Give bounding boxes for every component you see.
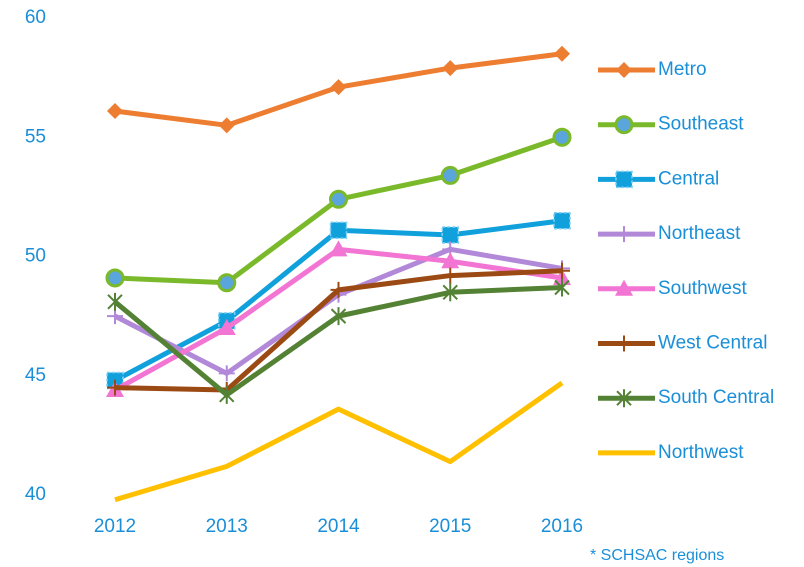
- marker: [330, 79, 347, 96]
- marker: [442, 60, 459, 77]
- marker: [442, 283, 458, 302]
- marker: [615, 279, 633, 296]
- marker: [329, 189, 348, 209]
- marker: [615, 170, 633, 189]
- legend-label: Northeast: [658, 223, 741, 244]
- legend-label: Metro: [658, 59, 707, 80]
- legend-label: Southwest: [658, 278, 747, 299]
- marker: [441, 226, 459, 244]
- marker: [554, 262, 570, 279]
- marker: [329, 221, 348, 240]
- marker: [107, 292, 123, 311]
- series-line: [113, 285, 563, 398]
- legend-label: Central: [658, 168, 719, 189]
- y-tick-label: 60: [25, 7, 46, 28]
- legend-label: Southeast: [658, 114, 744, 135]
- marker: [330, 307, 347, 326]
- marker: [614, 115, 634, 135]
- marker: [442, 267, 459, 284]
- footnote: * SCHSAC regions: [590, 547, 724, 564]
- legend-label: South Central: [658, 387, 774, 408]
- marker: [441, 252, 460, 269]
- marker: [105, 268, 125, 288]
- marker: [554, 45, 570, 62]
- marker: [219, 385, 235, 404]
- series-line: [114, 134, 563, 286]
- x-tick-label: 2016: [541, 516, 583, 537]
- y-tick-label: 55: [25, 126, 46, 147]
- marker: [330, 281, 347, 298]
- y-tick-label: 50: [25, 246, 46, 267]
- marker: [440, 165, 460, 185]
- marker: [217, 273, 237, 293]
- marker: [616, 389, 632, 408]
- marker: [552, 127, 572, 147]
- x-tick-label: 2012: [94, 516, 136, 537]
- marker: [329, 240, 348, 257]
- marker: [554, 278, 570, 297]
- legend-label: West Central: [658, 333, 767, 354]
- marker: [107, 379, 123, 396]
- marker: [107, 103, 123, 120]
- marker: [616, 226, 632, 243]
- legend-label: Northwest: [658, 442, 744, 463]
- marker: [553, 211, 571, 230]
- marker: [218, 117, 235, 134]
- marker: [616, 62, 632, 78]
- marker: [218, 365, 235, 382]
- marker: [616, 335, 632, 352]
- series-line: [114, 380, 564, 503]
- x-tick-label: 2013: [206, 516, 248, 537]
- x-tick-label: 2014: [317, 516, 360, 537]
- y-tick-label: 45: [25, 365, 46, 386]
- marker: [217, 319, 236, 336]
- y-tick-label: 40: [25, 484, 46, 505]
- x-tick-label: 2015: [429, 516, 471, 537]
